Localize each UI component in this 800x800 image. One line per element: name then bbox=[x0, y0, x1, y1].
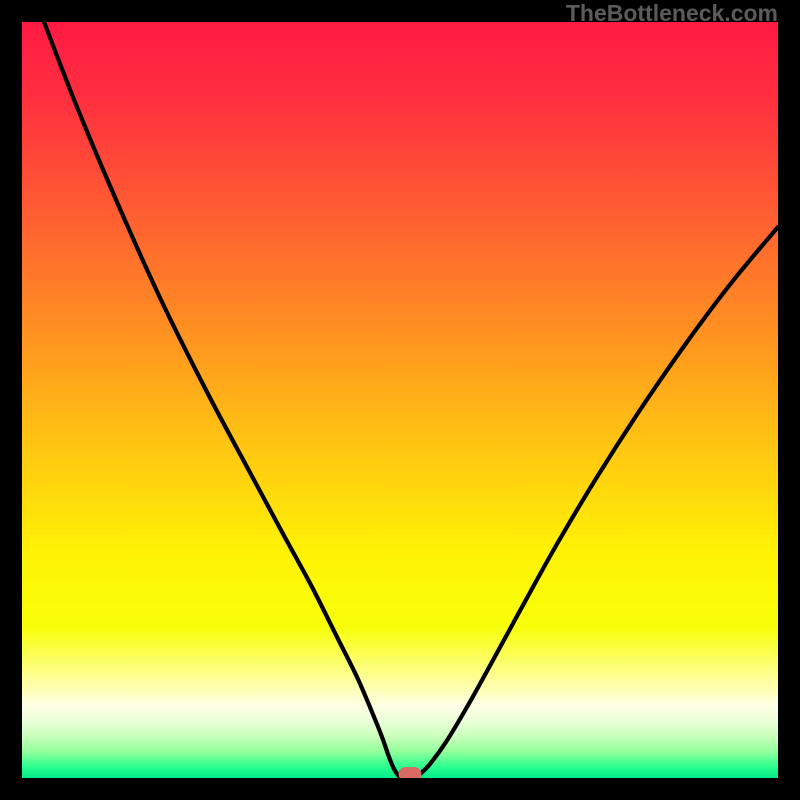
bottleneck-curve bbox=[22, 22, 778, 778]
minimum-marker bbox=[399, 767, 422, 778]
chart-stage: TheBottleneck.com bbox=[0, 0, 800, 800]
plot-area bbox=[22, 22, 778, 778]
watermark-text: TheBottleneck.com bbox=[566, 0, 778, 27]
